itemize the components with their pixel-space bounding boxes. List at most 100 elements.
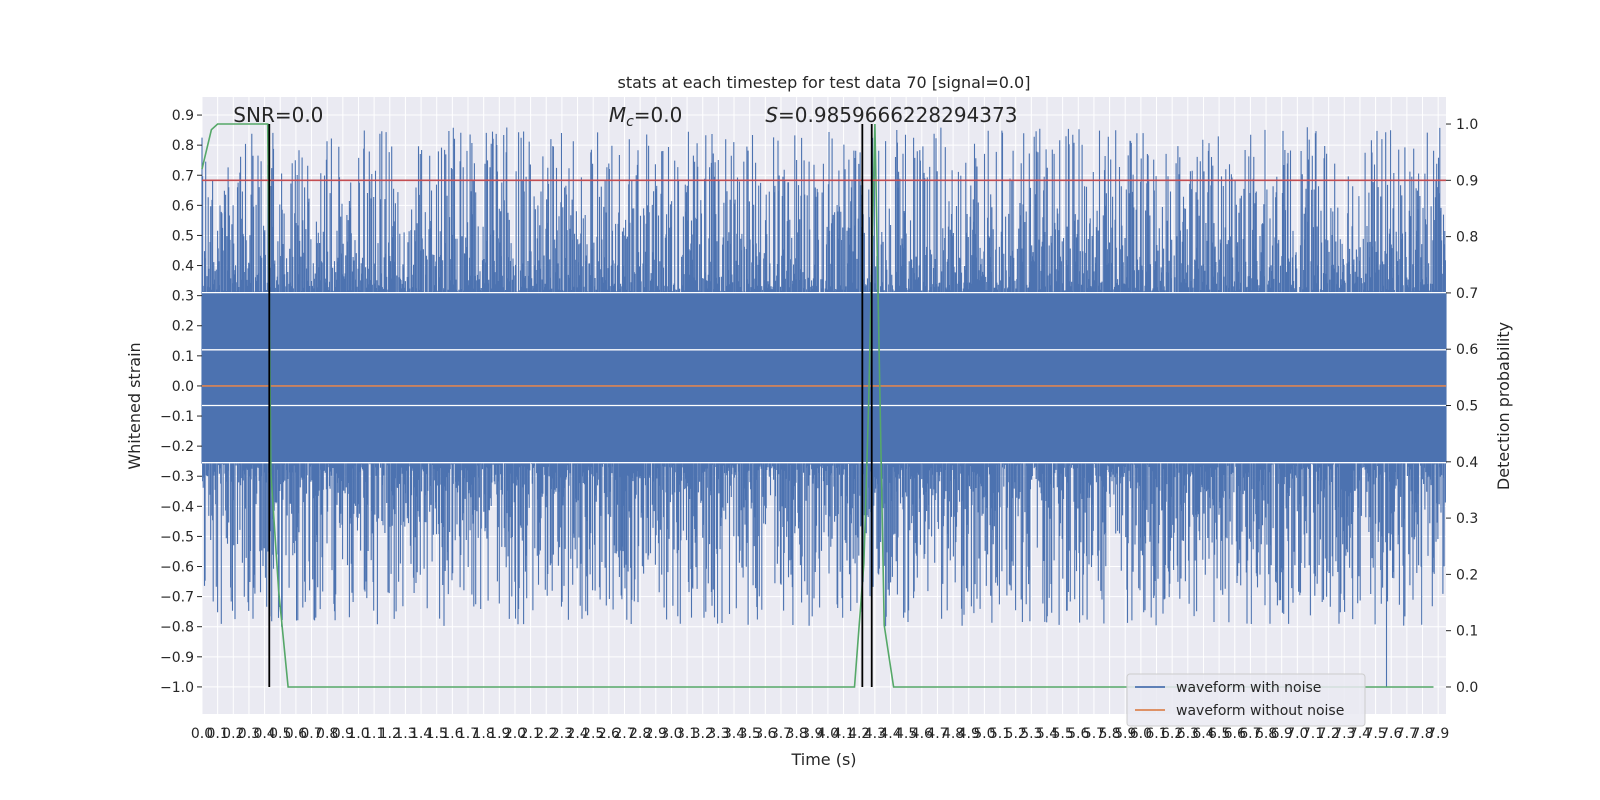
x-tick-label: 0.7 <box>300 726 322 742</box>
x-tick-label: 3.1 <box>676 726 698 742</box>
x-tick-label: 6.2 <box>1161 726 1183 742</box>
x-tick-label: 2.2 <box>535 726 557 742</box>
x-tick-label: 2.6 <box>598 726 620 742</box>
x-tick-label: 1.7 <box>457 726 479 742</box>
x-tick-label: 4.8 <box>942 726 964 742</box>
x-tick-label: 1.3 <box>394 726 416 742</box>
x-tick-label: 6.8 <box>1255 726 1277 742</box>
x-tick-label: 3.5 <box>739 726 761 742</box>
x-tick-label: 2.5 <box>582 726 604 742</box>
right-tick-label: 0.9 <box>1456 173 1478 189</box>
x-tick-label: 2.7 <box>613 726 635 742</box>
x-tick-label: 3.8 <box>785 726 807 742</box>
right-tick-label: 1.0 <box>1456 117 1478 133</box>
x-tick-label: 6.6 <box>1224 726 1246 742</box>
legend: waveform with noise waveform without noi… <box>1126 673 1366 727</box>
right-tick-label: 0.5 <box>1456 399 1478 415</box>
left-tick-label: −0.2 <box>160 439 194 455</box>
left-tick-label: −0.6 <box>160 560 194 576</box>
x-tick-label: 4.0 <box>817 726 839 742</box>
right-tick-label: 0.3 <box>1456 511 1478 527</box>
x-tick-label: 7.3 <box>1333 726 1355 742</box>
right-tick-label: 0.7 <box>1456 286 1478 302</box>
x-tick-label: 6.5 <box>1208 726 1230 742</box>
annotation-snr: SNR=0.0 <box>233 103 323 127</box>
x-tick-label: 7.6 <box>1380 726 1402 742</box>
x-tick-label: 4.5 <box>895 726 917 742</box>
x-tick-label: 5.2 <box>1005 726 1027 742</box>
annotation-s: S=0.9859666228294373 <box>765 103 1017 127</box>
x-tick-label: 3.2 <box>692 726 714 742</box>
x-tick-label: 5.6 <box>1067 726 1089 742</box>
x-tick-label: 5.4 <box>1036 726 1058 742</box>
x-tick-label: 2.3 <box>551 726 573 742</box>
x-tick-label: 1.2 <box>379 726 401 742</box>
legend-label-noise: waveform with noise <box>1176 680 1321 696</box>
left-tick-label: −0.4 <box>160 499 194 515</box>
right-tick-label: 0.2 <box>1456 567 1478 583</box>
x-tick-label: 7.9 <box>1427 726 1449 742</box>
x-tick-label: 7.1 <box>1302 726 1324 742</box>
x-tick-label: 6.0 <box>1130 726 1152 742</box>
x-tick-label: 5.7 <box>1083 726 1105 742</box>
x-tick-label: 3.6 <box>754 726 776 742</box>
x-tick-label: 7.7 <box>1396 726 1418 742</box>
x-tick-label: 6.7 <box>1239 726 1261 742</box>
x-tick-label: 4.4 <box>879 726 901 742</box>
left-tick-label: 0.6 <box>172 198 194 214</box>
x-tick-label: 3.3 <box>707 726 729 742</box>
x-tick-label: 3.0 <box>660 726 682 742</box>
series-lines-layer <box>201 123 1446 688</box>
x-tick-label: 2.9 <box>645 726 667 742</box>
x-tick-label: 7.2 <box>1318 726 1340 742</box>
x-tick-label: 3.9 <box>801 726 823 742</box>
x-tick-label: 0.6 <box>285 726 307 742</box>
x-tick-label: 7.5 <box>1364 726 1386 742</box>
x-tick-label: 7.4 <box>1349 726 1371 742</box>
left-tick-label: 0.0 <box>172 379 194 395</box>
x-tick-label: 1.4 <box>410 726 432 742</box>
left-tick-label: −0.7 <box>160 590 194 606</box>
x-tick-label: 0.8 <box>316 726 338 742</box>
right-tick-label: 0.4 <box>1456 455 1478 471</box>
x-tick-label: 0.9 <box>332 726 354 742</box>
legend-box <box>1126 673 1366 727</box>
x-tick-label: 5.3 <box>1020 726 1042 742</box>
series-detection-probability <box>201 123 1434 688</box>
x-tick-label: 5.1 <box>989 726 1011 742</box>
left-tick-label: −1.0 <box>160 680 194 696</box>
right-tick-label: 0.8 <box>1456 230 1478 246</box>
x-tick-label: 0.5 <box>269 726 291 742</box>
left-y-axis-label: Whitened strain <box>125 342 144 469</box>
x-axis-label: Time (s) <box>790 750 856 769</box>
x-tick-label: 0.0 <box>191 726 213 742</box>
x-tick-label: 7.0 <box>1286 726 1308 742</box>
x-tick-label: 5.5 <box>1051 726 1073 742</box>
x-tick-label: 1.6 <box>441 726 463 742</box>
x-tick-label: 4.2 <box>848 726 870 742</box>
annotation-mc-value: =0.0 <box>634 103 683 127</box>
x-tick-label: 6.9 <box>1271 726 1293 742</box>
x-tick-label: 0.2 <box>222 726 244 742</box>
x-tick-label: 1.8 <box>473 726 495 742</box>
right-y-axis-label: Detection probability <box>1494 322 1513 490</box>
left-tick-label: −0.3 <box>160 469 194 485</box>
x-tick-label: 5.9 <box>1114 726 1136 742</box>
x-tick-label: 6.1 <box>1145 726 1167 742</box>
x-tick-label: 2.8 <box>629 726 651 742</box>
left-tick-label: 0.9 <box>172 108 194 124</box>
left-tick-label: 0.1 <box>172 349 194 365</box>
annotation-s-symbol: S <box>765 103 778 127</box>
left-tick-label: 0.3 <box>172 289 194 305</box>
left-tick-label: −0.9 <box>160 650 194 666</box>
x-tick-label: 2.1 <box>519 726 541 742</box>
left-tick-label: 0.4 <box>172 259 194 275</box>
x-tick-label: 0.1 <box>207 726 229 742</box>
x-tick-label: 2.0 <box>504 726 526 742</box>
x-tick-label: 4.9 <box>958 726 980 742</box>
x-tick-label: 4.3 <box>864 726 886 742</box>
legend-label-clean: waveform without noise <box>1176 703 1344 719</box>
noise-waveform-layer <box>201 127 1447 687</box>
x-tick-label: 3.7 <box>770 726 792 742</box>
